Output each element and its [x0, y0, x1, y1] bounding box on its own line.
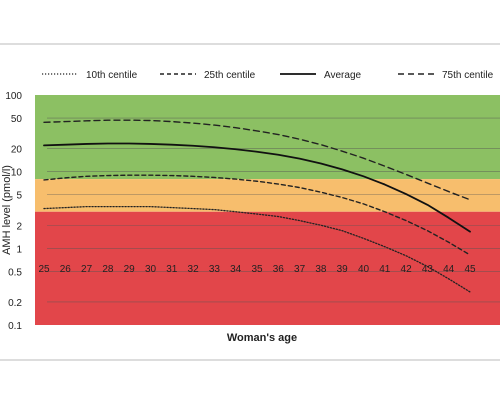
x-tick-label: 34 — [230, 264, 242, 275]
x-tick-label: 44 — [443, 264, 455, 275]
y-tick-label: 20 — [11, 145, 23, 156]
x-tick-label: 28 — [102, 264, 114, 275]
x-tick-label: 40 — [358, 264, 370, 275]
x-tick-label: 35 — [251, 264, 263, 275]
legend-label: Average — [324, 70, 362, 81]
band-0 — [35, 95, 500, 179]
x-tick-label: 25 — [38, 264, 50, 275]
x-tick-label: 26 — [60, 264, 72, 275]
x-tick-label: 38 — [315, 264, 327, 275]
x-tick-label: 30 — [145, 264, 157, 275]
legend-label: 25th centile — [204, 70, 256, 81]
y-tick-label: 5 — [16, 191, 22, 202]
x-tick-label: 41 — [379, 264, 391, 275]
x-tick-label: 32 — [188, 264, 200, 275]
x-tick-label: 43 — [422, 264, 434, 275]
y-tick-label: 1 — [16, 244, 22, 255]
y-tick-label: 0.1 — [8, 321, 22, 332]
x-axis-label: Woman's age — [227, 332, 297, 344]
x-tick-label: 42 — [401, 264, 413, 275]
x-tick-label: 27 — [81, 264, 93, 275]
y-tick-label: 2 — [16, 221, 22, 232]
legend-label: 75th centile — [442, 70, 494, 81]
y-tick-label: 0.2 — [8, 298, 22, 309]
legend: 10th centile 25th centile Average 75th cent… — [42, 70, 494, 81]
x-tick-label: 39 — [337, 264, 349, 275]
y-tick-label: 0.5 — [8, 267, 22, 278]
y-tick-label: 50 — [11, 114, 23, 125]
x-tick-label: 37 — [294, 264, 306, 275]
plot-area: 0.10.20.51251020501002526272829303132333… — [0, 44, 500, 360]
x-tick-label: 33 — [209, 264, 221, 275]
x-tick-label: 45 — [464, 264, 476, 275]
x-tick-label: 36 — [273, 264, 285, 275]
x-tick-label: 31 — [166, 264, 178, 275]
x-tick-label: 29 — [124, 264, 136, 275]
y-axis-label: AMH level (pmol/l) — [1, 165, 13, 255]
legend-label: 10th centile — [86, 70, 138, 81]
y-tick-label: 100 — [5, 91, 22, 102]
